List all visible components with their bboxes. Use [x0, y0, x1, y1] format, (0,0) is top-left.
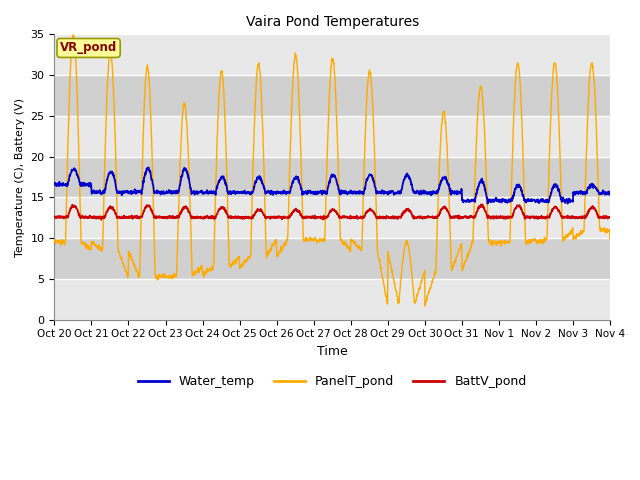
Y-axis label: Temperature (C), Battery (V): Temperature (C), Battery (V) — [15, 97, 25, 256]
Title: Vaira Pond Temperatures: Vaira Pond Temperatures — [246, 15, 419, 29]
Legend: Water_temp, PanelT_pond, BattV_pond: Water_temp, PanelT_pond, BattV_pond — [132, 371, 532, 394]
Bar — [54, 156, 610, 197]
Bar — [54, 75, 610, 116]
Bar — [54, 238, 610, 279]
Text: VR_pond: VR_pond — [60, 41, 117, 54]
X-axis label: Time: Time — [317, 345, 348, 358]
